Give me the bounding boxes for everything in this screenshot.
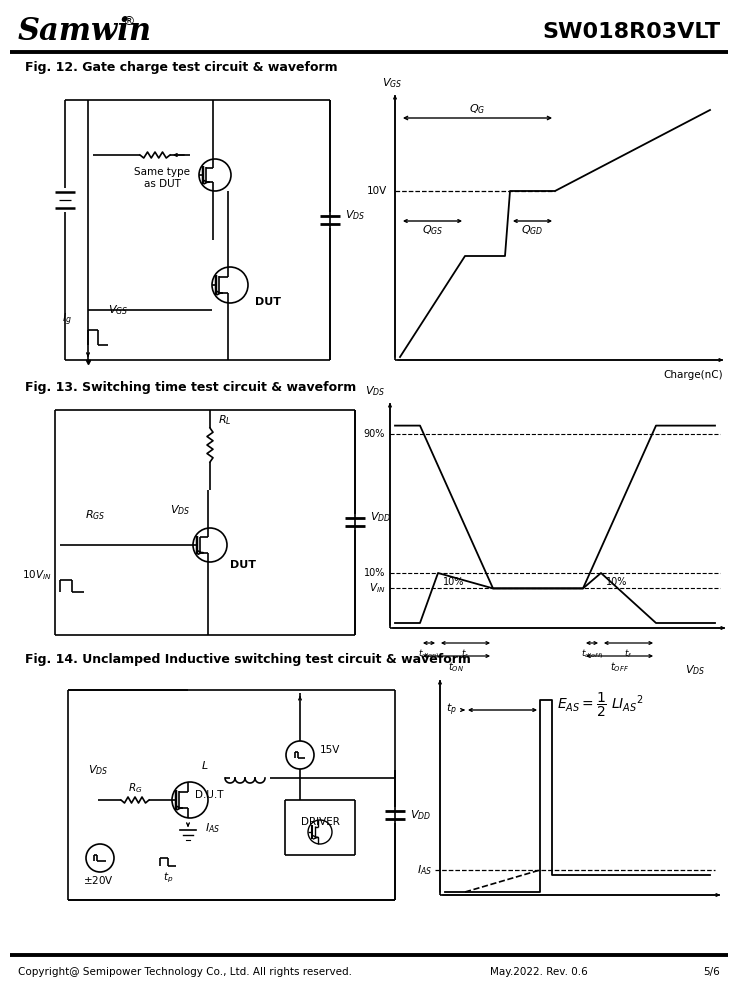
Text: Fig. 14. Unclamped Inductive switching test circuit & waveform: Fig. 14. Unclamped Inductive switching t… <box>25 654 471 666</box>
Text: $t_f$: $t_f$ <box>624 648 632 660</box>
Circle shape <box>286 741 314 769</box>
Circle shape <box>212 267 248 303</box>
Text: $E_{AS} = \dfrac{1}{2}\ LI_{AS}{}^{2}$: $E_{AS} = \dfrac{1}{2}\ LI_{AS}{}^{2}$ <box>556 691 644 719</box>
Circle shape <box>308 820 332 844</box>
Circle shape <box>172 782 208 818</box>
Text: 10%: 10% <box>364 568 385 578</box>
Text: 10%: 10% <box>606 577 627 587</box>
Text: Fig. 13. Switching time test circuit & waveform: Fig. 13. Switching time test circuit & w… <box>25 380 356 393</box>
Text: 90%: 90% <box>364 429 385 439</box>
Text: 10%: 10% <box>443 577 464 587</box>
Text: $I_g$: $I_g$ <box>62 312 72 328</box>
Text: $t_{d(on)}$: $t_{d(on)}$ <box>418 647 440 661</box>
Text: $V_{DD}$: $V_{DD}$ <box>410 808 431 822</box>
Circle shape <box>193 528 227 562</box>
Text: $R_G$: $R_G$ <box>128 781 142 795</box>
Text: $t_p$: $t_p$ <box>446 702 457 718</box>
Text: $V_{IN}$: $V_{IN}$ <box>368 582 385 595</box>
Text: 5/6: 5/6 <box>703 967 720 977</box>
Text: $Q_{GD}$: $Q_{GD}$ <box>521 223 544 237</box>
Text: $V_{DD}$: $V_{DD}$ <box>370 510 391 524</box>
Text: $t_p$: $t_p$ <box>163 871 173 885</box>
Text: Copyright@ Semipower Technology Co., Ltd. All rights reserved.: Copyright@ Semipower Technology Co., Ltd… <box>18 967 352 977</box>
Text: $V_{GS}$: $V_{GS}$ <box>382 76 402 90</box>
Text: $t_{OFF}$: $t_{OFF}$ <box>610 660 629 674</box>
Text: $t_r$: $t_r$ <box>461 648 470 660</box>
Text: $Q_{GS}$: $Q_{GS}$ <box>422 223 444 237</box>
Text: May.2022. Rev. 0.6: May.2022. Rev. 0.6 <box>490 967 587 977</box>
Text: $V_{DS}$: $V_{DS}$ <box>170 503 190 517</box>
Text: $t_{ON}$: $t_{ON}$ <box>449 660 464 674</box>
Text: $\pm$20V: $\pm$20V <box>83 874 114 886</box>
Text: $V_{GS}$: $V_{GS}$ <box>108 303 128 317</box>
Text: $V_{DS}$: $V_{DS}$ <box>685 663 705 677</box>
Text: $I_{AS}$: $I_{AS}$ <box>417 863 432 877</box>
Text: SW018R03VLT: SW018R03VLT <box>542 22 720 42</box>
Text: 15V: 15V <box>320 745 340 755</box>
Text: Charge(nC): Charge(nC) <box>663 370 723 380</box>
Text: DRIVER: DRIVER <box>300 817 339 827</box>
Text: Same type
as DUT: Same type as DUT <box>134 167 190 189</box>
Text: $I_{AS}$: $I_{AS}$ <box>205 821 220 835</box>
Text: $R_{GS}$: $R_{GS}$ <box>85 508 106 522</box>
Text: Fig. 12. Gate charge test circuit & waveform: Fig. 12. Gate charge test circuit & wave… <box>25 62 337 75</box>
Text: $t_{d(off)}$: $t_{d(off)}$ <box>581 647 603 661</box>
Text: 10V: 10V <box>367 186 387 196</box>
Text: DUT: DUT <box>230 560 256 570</box>
Text: $Q_G$: $Q_G$ <box>469 102 486 116</box>
Text: $V_{DS}$: $V_{DS}$ <box>88 763 108 777</box>
Text: L: L <box>202 761 208 771</box>
Text: $V_{DS}$: $V_{DS}$ <box>345 208 365 222</box>
Text: $R_L$: $R_L$ <box>218 413 232 427</box>
Text: D.U.T: D.U.T <box>195 790 224 800</box>
Circle shape <box>86 844 114 872</box>
Circle shape <box>199 159 231 191</box>
Text: $V_{DS}$: $V_{DS}$ <box>365 384 385 398</box>
Text: DUT: DUT <box>255 297 281 307</box>
Text: Samwin: Samwin <box>18 16 152 47</box>
Text: $10V_{IN}$: $10V_{IN}$ <box>22 568 52 582</box>
Text: ®: ® <box>122 15 134 28</box>
